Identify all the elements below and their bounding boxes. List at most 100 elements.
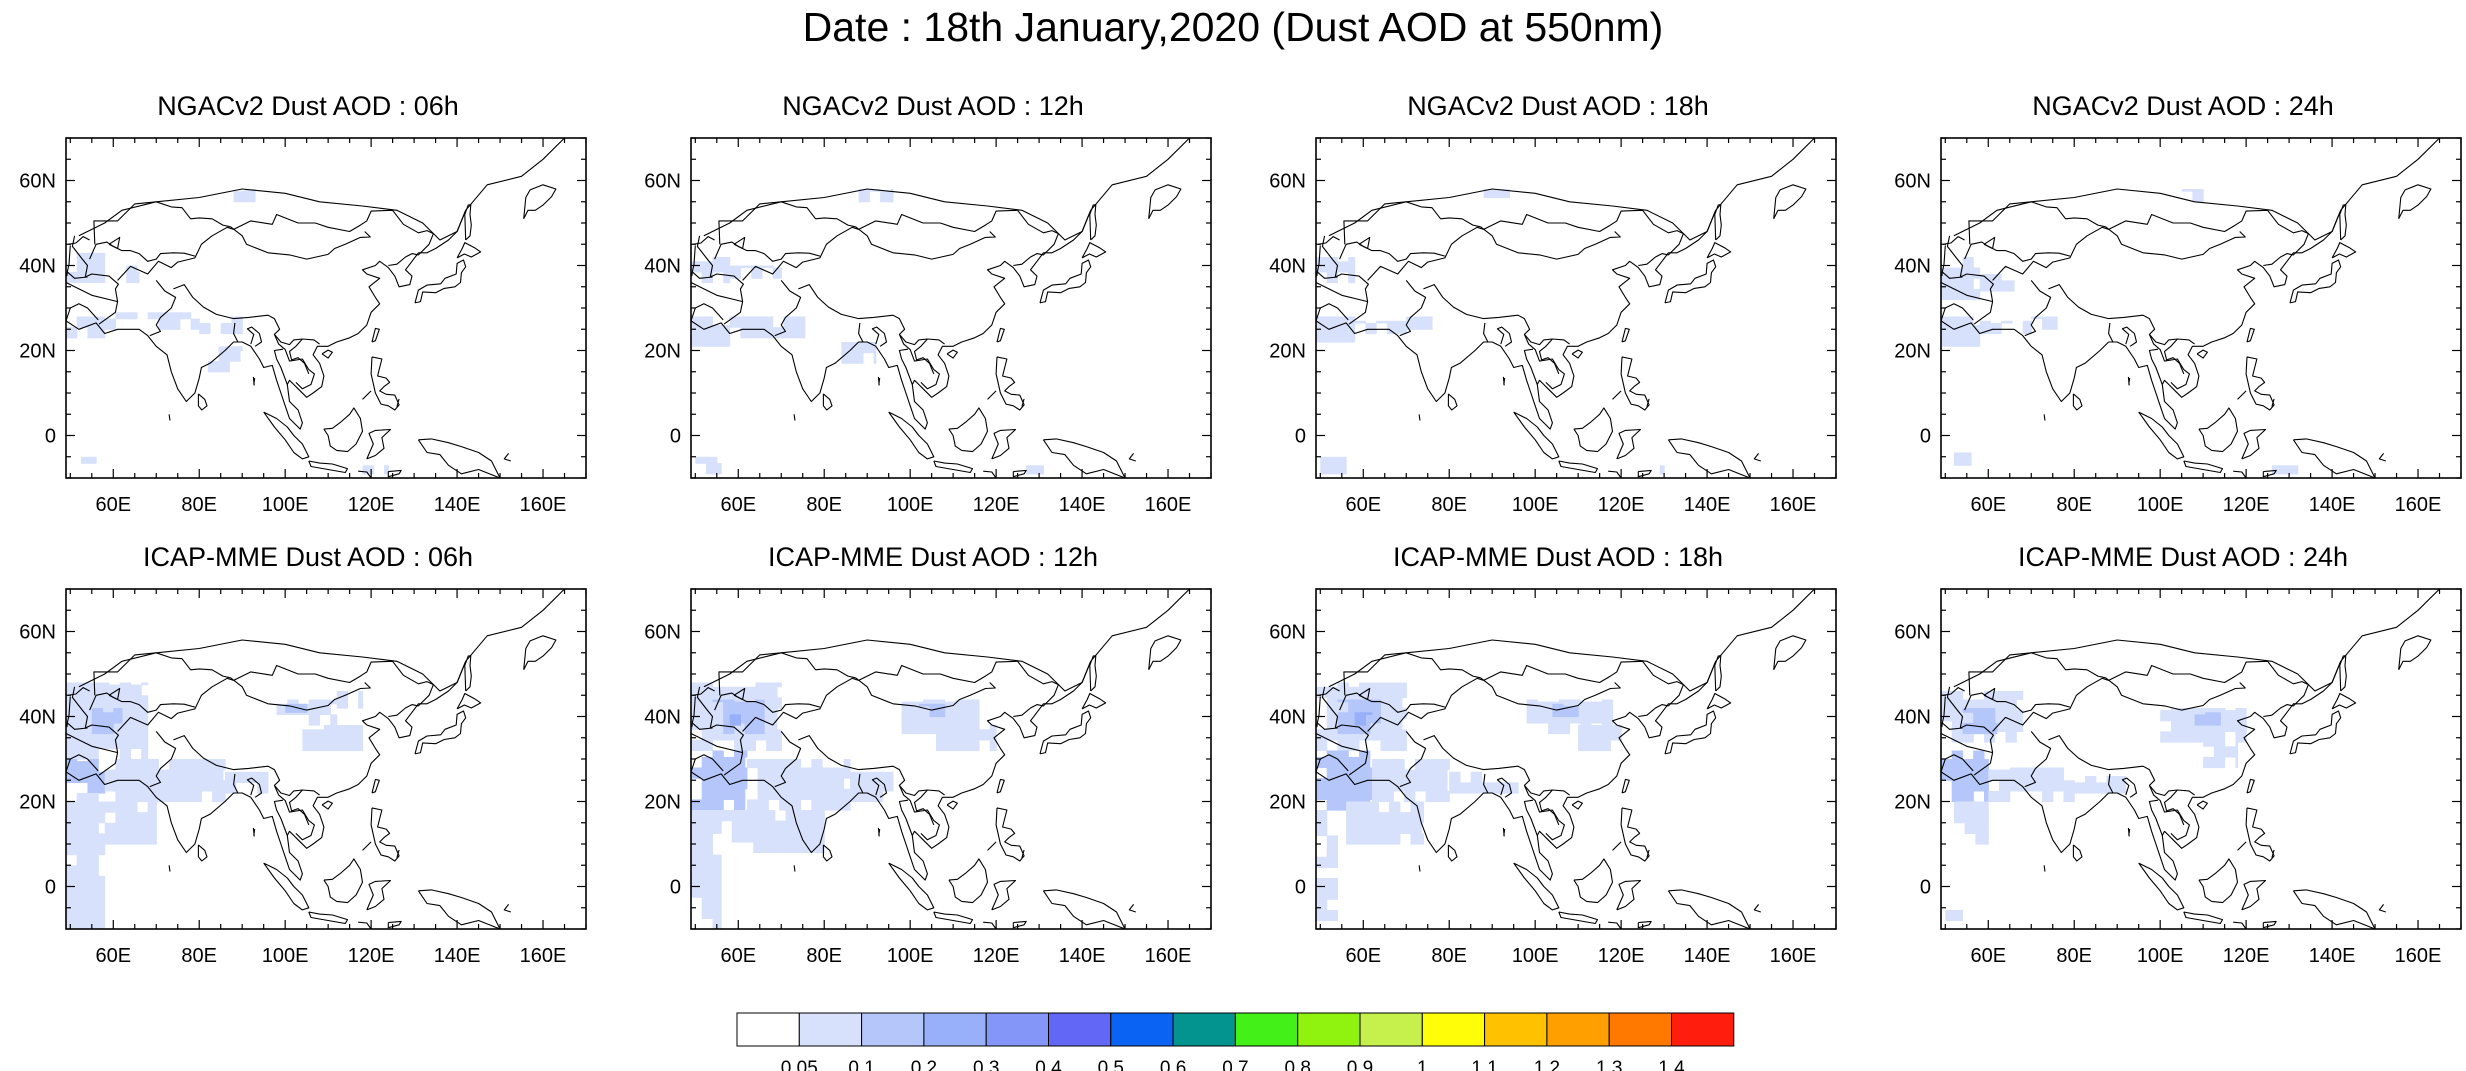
aod-cell xyxy=(1962,335,1974,347)
aod-cell xyxy=(811,759,823,769)
aod-cell xyxy=(1326,718,1338,730)
aod-cell xyxy=(1951,759,1963,771)
colorbar-label: 1 xyxy=(1417,1058,1428,1071)
aod-cell xyxy=(701,907,713,919)
aod-cell xyxy=(358,697,364,709)
aod-cell xyxy=(158,769,170,781)
coastline-segment xyxy=(273,348,288,385)
coastline-segment xyxy=(1418,414,1421,421)
colorbar-label: 1.4 xyxy=(1658,1058,1685,1071)
aod-region xyxy=(1483,189,1510,199)
aod-cell xyxy=(1580,701,1592,713)
aod-cell xyxy=(1436,780,1448,792)
aod-cell xyxy=(98,833,106,845)
coastlines xyxy=(691,138,1190,478)
aod-cell xyxy=(789,799,802,811)
aod-cell xyxy=(1962,278,1974,290)
aod-cell xyxy=(1337,682,1349,688)
coastline-segment xyxy=(1968,652,2106,696)
aod-cell xyxy=(1417,318,1429,330)
aod-region xyxy=(1449,771,1519,794)
aod-cell xyxy=(2170,710,2183,722)
aod-cell xyxy=(966,699,978,703)
aod-cell xyxy=(1470,771,1482,783)
lat-tick-label: 20N xyxy=(1269,792,1306,814)
lon-tick-label: 160E xyxy=(1770,945,1817,967)
aod-cell xyxy=(701,697,713,709)
coastline-segment xyxy=(173,284,320,346)
coastline-segment xyxy=(1608,921,1622,929)
aod-cell xyxy=(1951,288,1963,301)
aod-cell xyxy=(701,778,713,790)
aod-cell xyxy=(1346,801,1358,813)
aod-cell xyxy=(757,759,769,769)
colorbar-label: 0.8 xyxy=(1284,1058,1310,1071)
aod-cell xyxy=(2216,714,2221,726)
aod-cell xyxy=(789,778,802,790)
coastline-segment xyxy=(946,349,958,359)
aod-cell xyxy=(1578,739,1590,752)
coastline-segment xyxy=(117,209,434,281)
aod-cell xyxy=(740,316,752,328)
aod-cell xyxy=(1326,316,1338,322)
aod-cell xyxy=(179,759,192,771)
aod-cell xyxy=(334,739,346,752)
aod-cell xyxy=(712,750,724,758)
aod-cell xyxy=(1964,822,1976,834)
aod-cell xyxy=(822,778,834,790)
coastline-segment xyxy=(396,849,400,858)
aod-cell xyxy=(1326,788,1338,800)
lon-tick-label: 100E xyxy=(1512,494,1559,516)
coastline-segment xyxy=(1012,469,1027,478)
aod-region xyxy=(2181,189,2204,203)
aod-cell xyxy=(308,714,321,726)
aod-cell xyxy=(796,810,808,822)
coastline-segment xyxy=(298,482,301,486)
aod-region xyxy=(66,793,106,929)
aod-cell xyxy=(712,907,722,919)
aod-cell xyxy=(1391,739,1403,752)
aod-cell xyxy=(87,737,99,749)
coastline-segment xyxy=(888,862,935,911)
aod-cell xyxy=(783,327,795,339)
aod-cell xyxy=(2170,720,2183,732)
aod-region xyxy=(841,342,877,364)
aod-cell xyxy=(766,682,778,688)
aod-cell xyxy=(1548,712,1560,724)
aod-cell xyxy=(1380,718,1392,730)
aod-cell xyxy=(76,695,88,707)
aod-cell xyxy=(2063,780,2075,792)
aod-cell xyxy=(1337,261,1349,273)
aod-region xyxy=(1962,708,1998,735)
aod-cell xyxy=(2020,767,2032,771)
coastline-segment xyxy=(1418,865,1421,872)
coastline-segment xyxy=(2148,785,2190,841)
aod-region xyxy=(858,189,894,203)
aod-cell xyxy=(98,844,106,856)
coastline-segment xyxy=(1548,482,1551,486)
coastline-segment xyxy=(1502,827,1505,837)
aod-cell xyxy=(751,267,763,279)
coastline-segment xyxy=(1960,724,1994,776)
aod-cell xyxy=(901,722,913,735)
aod-region xyxy=(936,725,997,752)
aod-cell xyxy=(691,767,703,779)
aod-cell xyxy=(246,771,258,783)
colorbar-box xyxy=(923,1012,987,1047)
aod-cell xyxy=(712,257,724,262)
aod-cell xyxy=(1382,790,1394,803)
aod-cell xyxy=(1316,878,1328,890)
aod-cell xyxy=(362,465,374,475)
aod-cell xyxy=(2213,731,2226,743)
aod-cell xyxy=(308,699,321,705)
aod-cell xyxy=(147,312,159,320)
aod-cell xyxy=(1941,699,1953,711)
aod-cell xyxy=(147,790,159,803)
aod-cell xyxy=(701,833,713,845)
aod-cell xyxy=(66,918,78,929)
aod-cell xyxy=(2016,710,2024,722)
aod-cell xyxy=(2203,731,2215,743)
coastline-segment xyxy=(898,348,913,385)
coastline-segment xyxy=(948,407,989,453)
